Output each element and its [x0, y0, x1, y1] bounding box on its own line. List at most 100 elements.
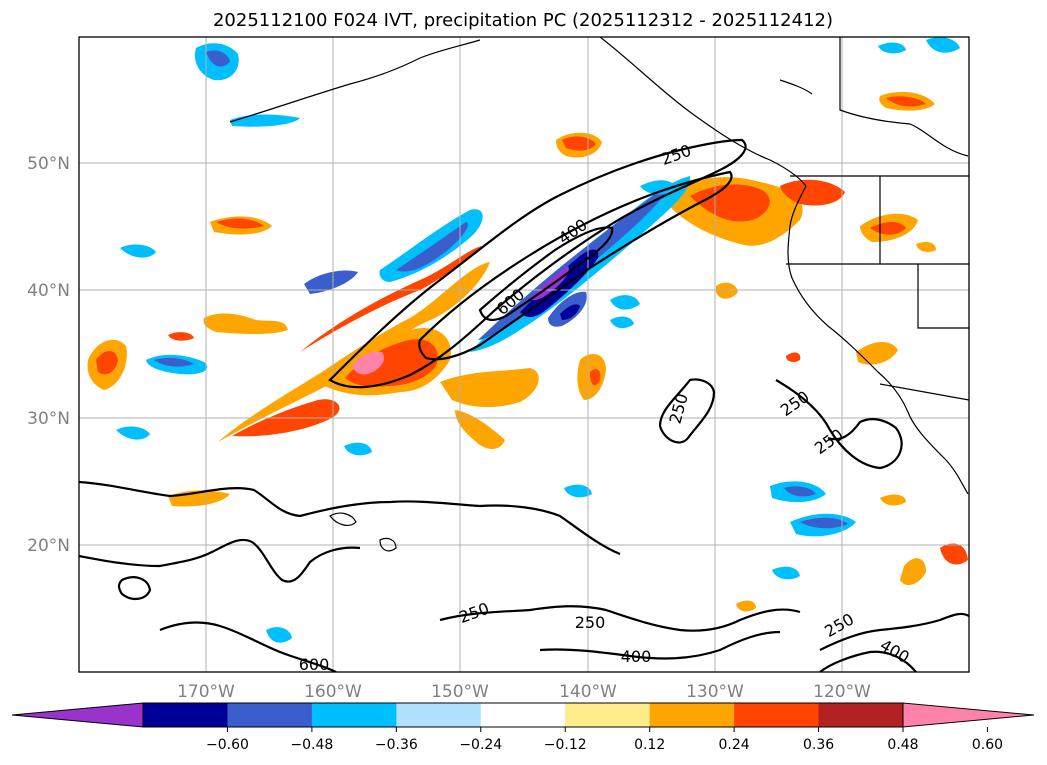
- precip-west-b-core: [96, 351, 118, 375]
- lon-label: 130°W: [686, 682, 744, 702]
- precip-ar-lobe-dark: [560, 304, 580, 320]
- precip-ar-head: [640, 180, 676, 195]
- canada-border-a: [839, 37, 969, 157]
- colorbar-tick-label: 0.36: [803, 737, 834, 753]
- precip-south-b: [940, 543, 968, 565]
- precip-blue-speck-a: [610, 295, 640, 310]
- north-coast-fragment: [779, 79, 813, 95]
- precip-south-c: [900, 558, 926, 586]
- precip-speck-f: [916, 242, 936, 252]
- colorbar-tick-label: 0.60: [972, 737, 1003, 753]
- precip-west-blue-c: [116, 426, 150, 440]
- ivt-contour-250-se: [439, 605, 801, 632]
- hawaii-islands: [329, 512, 397, 552]
- colorbar-tick-label: 0.24: [719, 737, 750, 753]
- latitude-labels: 50°N 40°N 30°N 20°N: [27, 154, 70, 556]
- precip-inland-red: [870, 222, 906, 235]
- lat-label: 40°N: [27, 281, 70, 301]
- precip-blue-speck-e: [266, 627, 292, 643]
- ivt-contours: [79, 138, 969, 672]
- colorbar-extend-low: [11, 702, 144, 728]
- colorbar-tick-label: 0.48: [887, 737, 918, 753]
- colorbar-tick-label: −0.24: [459, 737, 502, 753]
- colorbar-swatch: [734, 703, 820, 727]
- map-background: [79, 37, 969, 672]
- ivt-contour-250-mid: [658, 378, 716, 444]
- precip-coast-red-b: [780, 179, 845, 206]
- contour-label: 600: [299, 655, 330, 674]
- contour-label: 400: [621, 647, 652, 666]
- aleutian-coast: [229, 39, 481, 123]
- lat-label: 50°N: [27, 154, 70, 174]
- colorbar-swatch: [818, 703, 904, 727]
- lat-label: 30°N: [27, 409, 70, 429]
- precip-far-north-core: [206, 50, 230, 67]
- precip-speck-a: [168, 332, 194, 341]
- ivt-contour-400-ar: [418, 170, 733, 361]
- precip-core-pink: [352, 351, 385, 375]
- lat-label: 20°N: [27, 536, 70, 556]
- colorbar-frame: [142, 702, 904, 728]
- ivt-contour-250-east: [775, 379, 903, 470]
- precip-east-blue-core: [784, 486, 816, 497]
- lon-label: 160°W: [304, 682, 362, 702]
- precip-ar-purple: [530, 266, 569, 301]
- lon-label: 170°W: [177, 682, 235, 702]
- precip-patch-b-core: [590, 369, 601, 386]
- ivt-contour-250-south: [79, 480, 621, 556]
- colorbar-tick-label: −0.36: [375, 737, 418, 753]
- lon-label: 120°W: [813, 682, 871, 702]
- precip-band-red: [300, 246, 482, 352]
- precip-coast-c: [856, 341, 898, 365]
- precip-speck-d: [736, 600, 756, 612]
- ivt-contour-400-far-se: [819, 650, 917, 672]
- precip-blue-speck-g: [344, 442, 372, 456]
- precip-north-blue: [230, 114, 300, 127]
- precip-blue-speck-d: [926, 37, 960, 53]
- precip-speck-e: [880, 494, 906, 506]
- precip-coast-red: [690, 184, 770, 222]
- colorbar-tick-label: −0.48: [290, 737, 333, 753]
- precip-west-a-core: [216, 218, 264, 229]
- colorbar-extend-high: [902, 702, 1035, 728]
- colorbar-swatch: [480, 703, 566, 727]
- mexico-border: [879, 383, 969, 401]
- precip-blue-speck-h: [772, 566, 800, 580]
- precip-east-blue-b-core: [800, 517, 848, 529]
- colorbar-tick-label: −0.12: [544, 737, 587, 753]
- ivt-contour-400-south: [79, 538, 361, 583]
- map-frame: [78, 36, 970, 673]
- precip-band-orange: [218, 262, 490, 442]
- precip-nw-patch: [304, 270, 358, 294]
- alaska-coast: [599, 37, 807, 187]
- colorbar-tick-label: 0.12: [634, 737, 665, 753]
- colorbar-swatch: [311, 703, 397, 727]
- ivt-contour-250-far-se: [819, 612, 969, 651]
- ivt-contour-600-south: [159, 621, 337, 672]
- colorbar-swatch: [143, 703, 228, 727]
- colorbar-swatch: [396, 703, 482, 727]
- precip-positive-shading: [87, 91, 968, 612]
- ivt-contour-250-ar: [328, 138, 747, 389]
- map-panel: 250 400 600 250 250 250 250 250 400 600 …: [78, 36, 970, 674]
- lon-label: 140°W: [559, 682, 617, 702]
- precip-core-red: [345, 339, 438, 387]
- precip-west-c: [203, 313, 288, 334]
- precip-blue-speck-f: [564, 484, 592, 498]
- ivt-contour-400-se: [539, 630, 781, 660]
- colorbar-swatch: [649, 703, 735, 727]
- precip-west-blue-b: [120, 244, 156, 258]
- west-coast: [787, 185, 969, 495]
- colorbar-tick-label: −0.60: [206, 737, 249, 753]
- precip-west-blue-core: [154, 357, 194, 367]
- contour-label: 250: [575, 613, 606, 632]
- precip-patch-a: [455, 410, 505, 449]
- colorbar: −0.60 −0.48 −0.36 −0.24 −0.12 0.12 0.24 0.36 0.4…: [11, 702, 1035, 753]
- precip-north-b-core: [886, 96, 926, 107]
- ivt-contour-small-loop: [117, 576, 152, 600]
- ivt-contour-600-ar: [478, 226, 614, 322]
- precip-speck-c: [716, 282, 738, 299]
- state-border-c: [917, 264, 969, 329]
- map-title: 2025112100 F024 IVT, precipitation PC (2…: [213, 10, 833, 31]
